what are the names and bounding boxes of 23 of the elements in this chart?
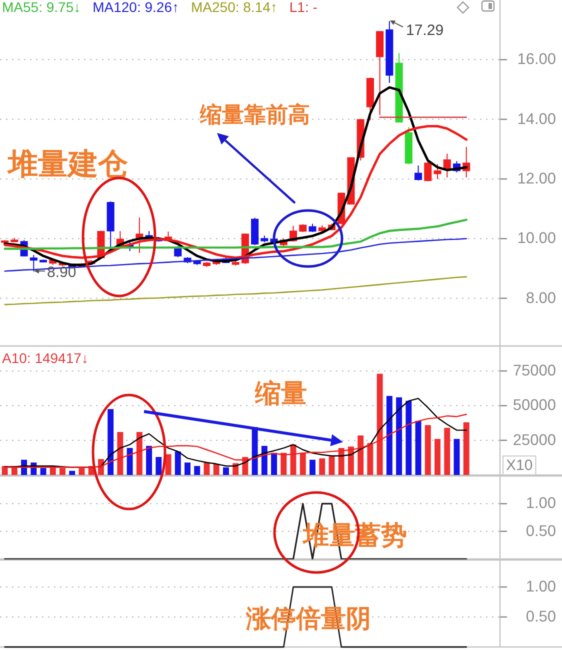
y-tick-label: 16.00 [517, 51, 556, 68]
text: X10 [506, 457, 533, 474]
annotation: 17.29 [406, 22, 444, 39]
text: MA120: 9.26↑ [92, 0, 179, 15]
y-tick-label: 1.00 [526, 578, 556, 596]
annotation: 堆量建仓 [6, 148, 128, 181]
annotation: 缩量靠前高 [199, 102, 310, 127]
y-tick-label: 10.00 [517, 230, 556, 248]
annotation: 8.90 [47, 264, 76, 281]
y-tick-label: 12.00 [517, 170, 556, 188]
y-tick-label: 8.00 [526, 290, 556, 307]
y-tick-label: 1.00 [526, 495, 556, 512]
text: L1: - [289, 0, 318, 15]
y-tick-label: 50000 [512, 397, 556, 414]
y-tick-label: 0.50 [526, 608, 556, 626]
text: MA250: 8.14↑ [191, 0, 278, 15]
annotation: A10: 149417↓ [2, 350, 88, 366]
y-tick-label: 14.00 [517, 110, 556, 128]
y-tick-label: 75000 [512, 362, 556, 380]
text: MA55: 9.75↓ [2, 0, 81, 15]
y-tick-label: 25000 [512, 432, 556, 449]
y-tick-label: 0.50 [526, 522, 556, 540]
annotation: 缩量 [254, 378, 307, 408]
